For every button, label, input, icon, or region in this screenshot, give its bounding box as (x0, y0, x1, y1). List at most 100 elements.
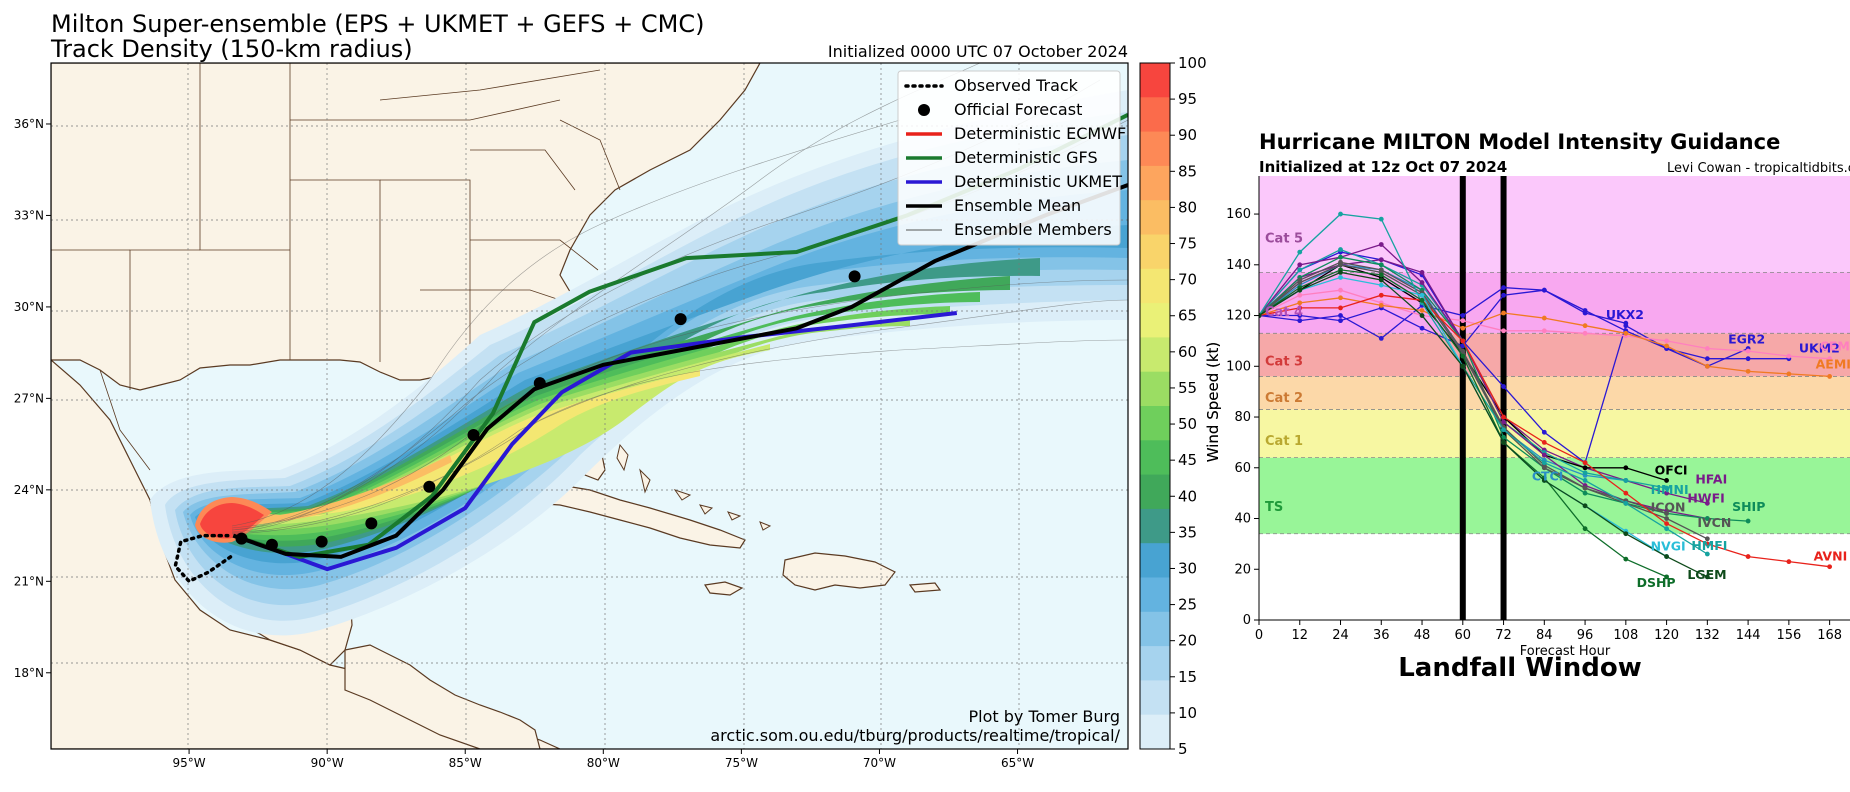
legend-label: Observed Track (954, 76, 1079, 95)
intensity-point (1582, 490, 1588, 496)
official-forecast-point (467, 428, 480, 441)
intensity-point (1704, 356, 1710, 362)
intensity-point (1501, 285, 1506, 291)
intensity-point (1378, 257, 1384, 263)
intensity-point (1582, 308, 1588, 313)
model-labels: UKX2 EGR2 UKM2CEM2 AEMI HFAI OFCI CTCI HMNIHWFI… (1532, 307, 1850, 590)
land-puerto-rico (908, 582, 942, 593)
x-tick-label: 48 (1414, 628, 1431, 643)
ensemble-mean-track (232, 183, 1128, 559)
intensity-point (1623, 500, 1629, 506)
intensity-series-line (1259, 286, 1789, 360)
intensity-point (1786, 353, 1792, 359)
intensity-point (1664, 574, 1669, 580)
colorbar-tick-label: 100 (1178, 54, 1207, 72)
model-label: LGEM (1687, 567, 1726, 582)
intensity-point (1745, 554, 1751, 559)
intensity-guidance-panel: Hurricane MILTON Model Intensity Guidanc… (1204, 130, 1850, 683)
intensity-point (1460, 338, 1466, 344)
colorbar-segment (1140, 577, 1170, 613)
intensity-xlabel: Forecast Hour (1520, 644, 1611, 659)
colorbar-tick-label: 40 (1178, 487, 1197, 505)
map-gridlines (51, 63, 1128, 749)
colorbar-segment (1140, 63, 1170, 98)
colorbar-tick-label: 95 (1178, 90, 1197, 108)
observed-track (173, 533, 233, 584)
x-tick-label: 96 (1577, 628, 1594, 643)
colorbar-segment (1140, 97, 1170, 133)
colorbar-segment (1140, 131, 1170, 167)
x-tick-label: 12 (1291, 628, 1308, 643)
legend-item: Deterministic GFS (906, 148, 1098, 167)
intensity-point (1338, 305, 1343, 311)
category-label: Cat 5 (1265, 232, 1303, 247)
x-tick-label: 132 (1695, 628, 1720, 643)
intensity-point (1297, 313, 1303, 318)
intensity-point (1501, 310, 1506, 316)
x-tick-label: 84 (1536, 628, 1553, 643)
intensity-point (1745, 356, 1751, 362)
colorbar-tick-label: 55 (1178, 379, 1197, 397)
colorbar-tick-label: 35 (1178, 523, 1197, 541)
x-tick-label: 60 (1455, 628, 1472, 643)
intensity-point (1541, 478, 1547, 483)
intensity-point (1582, 470, 1588, 476)
intensity-point (1664, 485, 1669, 491)
intensity-point (1297, 262, 1303, 268)
legend-label: Deterministic ECMWF (954, 124, 1126, 143)
intensity-point (1378, 216, 1384, 222)
colorbar-tick-label: 20 (1178, 632, 1197, 650)
model-label: SHIP (1732, 499, 1765, 514)
colorbar-tick-label: 50 (1178, 415, 1197, 433)
land-jamaica (704, 581, 744, 596)
land-hispaniola (782, 552, 896, 591)
intensity-point (1745, 518, 1751, 524)
intensity-point (1378, 272, 1384, 278)
landfall-window-bar (1459, 176, 1466, 620)
intensity-point (1704, 574, 1710, 580)
intensity-point (1297, 318, 1303, 324)
band-below-ts (1259, 533, 1850, 620)
colorbar-tick-label: 60 (1178, 343, 1197, 361)
intensity-point (1623, 556, 1629, 562)
model-label: IVCN (1697, 515, 1731, 530)
official-forecast-point (315, 535, 328, 548)
intensity-credit: Levi Cowan - tropicaltidbits.com (1667, 161, 1850, 176)
colorbar-tick-label: 90 (1178, 126, 1197, 144)
x-tick-label: 144 (1736, 628, 1761, 643)
intensity-point (1623, 330, 1629, 336)
category-band (1259, 409, 1850, 458)
intensity-point (1582, 485, 1588, 491)
intensity-point (1297, 287, 1303, 293)
track-density-shading (150, 90, 1128, 636)
intensity-point (1664, 490, 1669, 496)
intensity-point (1419, 280, 1425, 285)
intensity-point (1378, 335, 1384, 341)
intensity-point (1704, 516, 1710, 521)
intensity-point (1704, 536, 1710, 542)
intensity-point (1623, 490, 1629, 496)
colorbar-segment (1140, 440, 1170, 476)
model-label: AVNI (1814, 549, 1848, 564)
intensity-point (1582, 323, 1588, 329)
intensity-point (1378, 292, 1384, 298)
intensity-point (1460, 313, 1466, 318)
lon-tick-label: 80°W (587, 756, 620, 770)
model-label: AEMI (1816, 356, 1850, 371)
category-band (1259, 272, 1850, 334)
colorbar-tick-label: 45 (1178, 451, 1197, 469)
lon-tick-label: 75°W (725, 756, 758, 770)
official-forecast-point (533, 377, 546, 390)
colorbar-segment (1140, 474, 1170, 510)
category-labels: TS Cat 1 Cat 2 Cat 3 Cat 4 Cat 5 (1265, 232, 1303, 515)
intensity-title: Hurricane MILTON Model Intensity Guidanc… (1259, 130, 1780, 154)
colorbar-frame (1139, 62, 1171, 750)
intensity-point (1297, 300, 1303, 306)
legend-box (897, 70, 1121, 246)
intensity-point (1827, 564, 1833, 570)
official-forecast-point (674, 313, 687, 326)
land-bahamas (616, 443, 772, 531)
intensity-point (1338, 287, 1343, 293)
colorbar-tick-label: 70 (1178, 271, 1197, 289)
